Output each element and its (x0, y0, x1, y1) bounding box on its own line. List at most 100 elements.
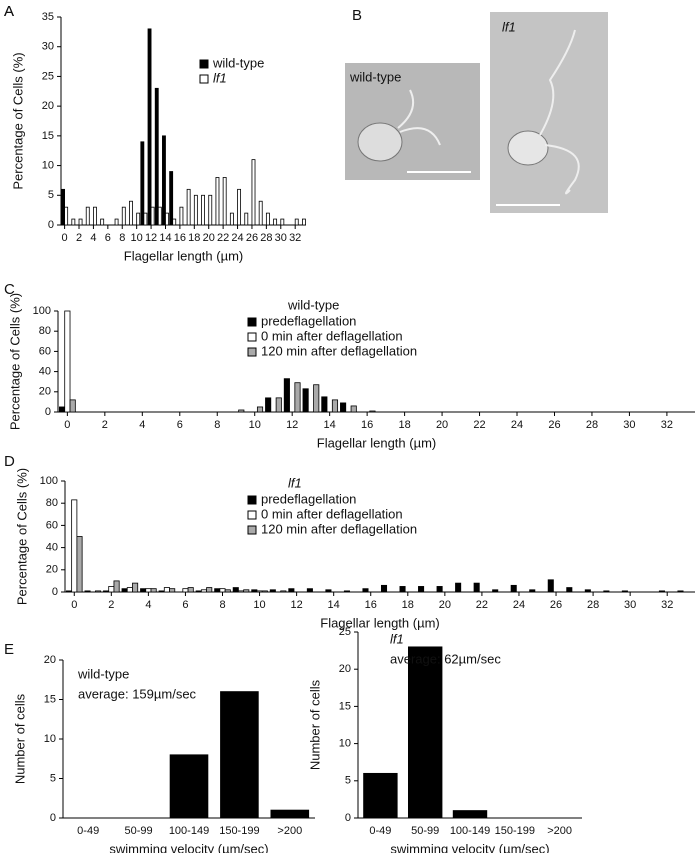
bar (232, 587, 239, 593)
bar (261, 590, 268, 593)
bar (93, 206, 97, 226)
y-tick-label: 15 (44, 693, 56, 705)
bar (121, 588, 128, 593)
y-tick-label: 10 (339, 738, 351, 750)
bar (243, 589, 250, 593)
bar (273, 218, 278, 226)
legend-label: 120 min after deflagellation (261, 521, 417, 536)
y-tick-label: 100 (33, 305, 51, 317)
y-tick-label: 0 (52, 586, 58, 598)
bar (369, 410, 376, 413)
bar (195, 590, 202, 593)
y-axis-label: Number of cells (307, 679, 322, 770)
bar (169, 171, 174, 226)
y-tick-label: 20 (339, 663, 351, 675)
annotation: average: 62µm/sec (390, 651, 501, 666)
x-tick-label: 10 (249, 419, 261, 431)
x-tick-label: 4 (90, 232, 96, 244)
micrograph (345, 63, 480, 180)
flagella (539, 29, 580, 195)
bar (258, 200, 263, 226)
bar (154, 87, 159, 226)
bar (114, 218, 119, 226)
bar (113, 580, 120, 593)
bar (169, 754, 209, 819)
x-tick-label: 28 (586, 419, 598, 431)
x-tick-label: 18 (188, 232, 200, 244)
bar (132, 582, 139, 593)
y-tick-label: 40 (46, 542, 58, 554)
bar (206, 587, 213, 593)
bar (294, 218, 299, 226)
bar (158, 590, 165, 593)
bar (129, 200, 133, 226)
bar (321, 396, 328, 413)
x-tick-label: 12 (286, 419, 298, 431)
x-tick-label: 10 (131, 232, 143, 244)
bar (380, 584, 388, 593)
bar (220, 691, 259, 819)
bar (621, 590, 628, 593)
bar (108, 586, 115, 593)
bar (288, 588, 295, 593)
x-axis-label: Flagellar length (µm) (124, 248, 243, 263)
bar (182, 588, 189, 593)
x-tick-label: 150-199 (219, 825, 259, 837)
x-tick-label: >200 (277, 825, 302, 837)
bar (145, 588, 152, 593)
bar (85, 206, 90, 226)
bar (140, 588, 147, 593)
bar (222, 177, 227, 226)
bar (350, 405, 357, 413)
x-axis-label: swimming velocity (µm/sec) (109, 841, 268, 853)
bar (473, 582, 480, 593)
x-tick-label: 20 (203, 232, 215, 244)
bar (331, 399, 339, 413)
legend-swatch (247, 332, 257, 342)
y-tick-label: 10 (42, 159, 54, 171)
legend-label: 0 min after deflagellation (261, 506, 403, 521)
x-tick-label: 0 (71, 599, 77, 611)
bar (510, 584, 517, 593)
x-tick-label: 32 (661, 419, 673, 431)
legend-title: wild-type (287, 297, 339, 312)
x-tick-label: 50-99 (125, 825, 153, 837)
x-tick-label: 24 (231, 232, 243, 244)
bar (162, 135, 166, 226)
bar (186, 188, 191, 226)
image-label: wild-type (349, 69, 401, 84)
x-tick-label: 0-49 (369, 825, 391, 837)
y-tick-label: 25 (339, 626, 351, 638)
panel-letter: E (4, 641, 14, 658)
legend-swatch (247, 495, 257, 505)
bar (169, 588, 176, 593)
legend-title: lf1 (288, 475, 302, 490)
x-tick-label: 6 (105, 232, 111, 244)
bar (78, 218, 83, 226)
legend-swatch (247, 317, 257, 327)
bar (200, 589, 207, 593)
x-tick-label: 18 (398, 419, 410, 431)
y-tick-label: 0 (345, 812, 351, 824)
bar (302, 388, 309, 413)
bar (270, 809, 310, 819)
bar (362, 588, 369, 593)
bar (150, 588, 157, 593)
bar (301, 218, 306, 226)
bar (179, 206, 184, 226)
x-tick-label: 4 (145, 599, 151, 611)
bar (71, 218, 76, 226)
legend-swatch (199, 59, 209, 69)
legend-swatch (247, 525, 257, 535)
legend-label: lf1 (213, 70, 227, 85)
panel-letter: A (4, 3, 14, 20)
x-tick-label: 12 (145, 232, 157, 244)
x-tick-label: 26 (548, 419, 560, 431)
y-axis-label: Percentage of Cells (%) (10, 52, 25, 189)
y-axis-label: Percentage of Cells (%) (7, 293, 22, 430)
y-tick-label: 30 (42, 41, 54, 53)
bar (280, 218, 285, 226)
y-tick-label: 40 (39, 366, 51, 378)
panel-letter: A (4, 3, 14, 20)
